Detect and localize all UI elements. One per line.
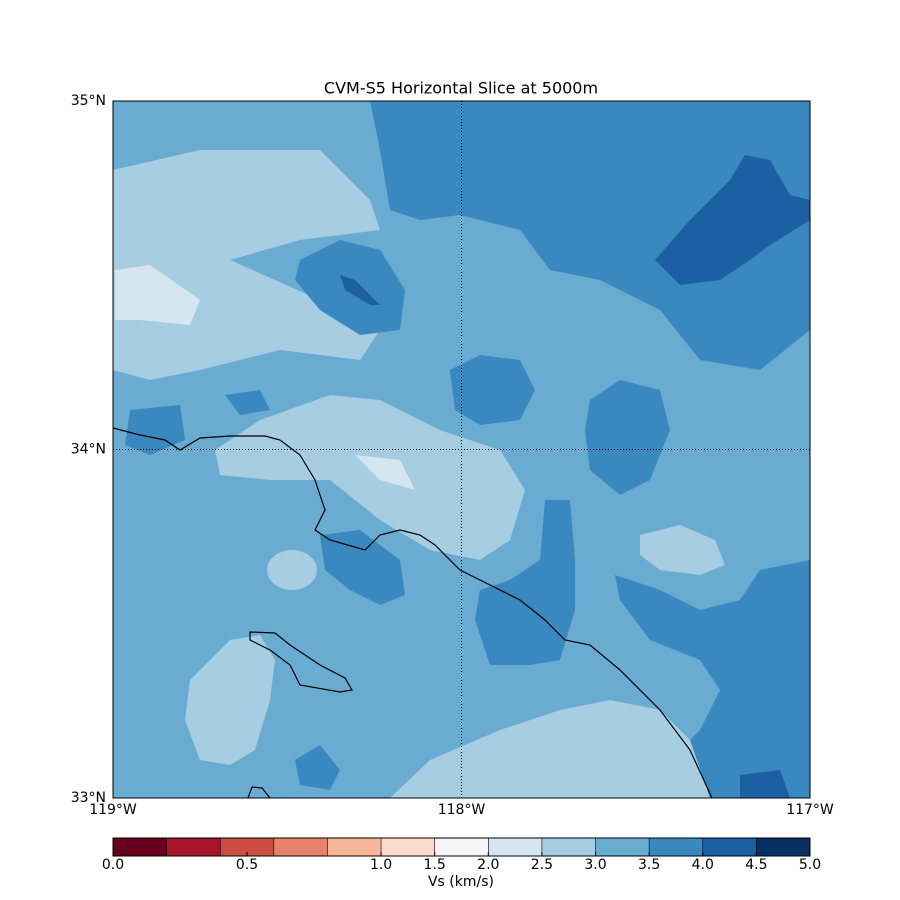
colorbar-tick-label: 3.5 — [638, 857, 660, 873]
colorbar-tick-label: 3.0 — [584, 857, 606, 873]
field-region — [340, 275, 380, 305]
colorbar-bin — [166, 838, 221, 856]
colorbar: 0.0 0.5 1.0 1.5 2.0 2.5 3.0 3.5 4.0 4.5 5.0 — [102, 838, 821, 873]
field-region — [390, 700, 710, 798]
colorbar-bin — [434, 838, 489, 856]
colorbar-bin — [113, 838, 168, 856]
field-region — [655, 155, 810, 285]
y-tick-label: 35°N — [71, 93, 106, 109]
colorbar-tick-label: 1.0 — [370, 857, 392, 873]
y-tick-label: 34°N — [71, 442, 106, 458]
colorbar-tick-label: 0.0 — [102, 857, 124, 873]
field-region — [320, 530, 405, 605]
colorbar-label: Vs (km/s) — [428, 874, 494, 890]
colorbar-tick-label: 4.0 — [692, 857, 714, 873]
island — [249, 631, 353, 693]
field-region — [225, 390, 270, 415]
colorbar-bin — [541, 838, 597, 856]
field-region — [267, 550, 317, 590]
field-region — [355, 455, 415, 490]
colorbar-bin — [649, 838, 704, 856]
colorbar-frame — [112, 837, 811, 857]
island — [247, 786, 271, 798]
colorbar-bin — [273, 838, 328, 856]
x-tick-label: 118°W — [438, 802, 486, 818]
colorbar-bin — [381, 838, 436, 856]
colorbar-bin — [488, 838, 543, 856]
map-frame — [112, 100, 811, 799]
field-region — [475, 500, 575, 665]
field-region — [518, 140, 560, 175]
x-tick-label: 117°W — [786, 802, 834, 818]
field-region — [295, 745, 340, 790]
field-region — [115, 265, 200, 325]
map-title: CVM-S5 Horizontal Slice at 5000m — [324, 79, 598, 98]
colorbar-tick-label: 2.0 — [477, 857, 499, 873]
colorbar-tick-label: 1.5 — [424, 857, 446, 873]
colorbar-bin — [327, 838, 382, 856]
velocity-field — [113, 101, 810, 798]
field-region — [640, 525, 725, 575]
x-tick-label: 119°W — [89, 802, 137, 818]
coastline — [113, 427, 713, 798]
colorbar-bin — [756, 838, 811, 856]
field-region — [740, 770, 790, 798]
colorbar-bin — [220, 838, 275, 856]
colorbar-tick-label: 2.5 — [531, 857, 553, 873]
colorbar-bin — [595, 838, 650, 856]
field-region — [615, 560, 810, 798]
colorbar-tick-label: 0.5 — [236, 857, 258, 873]
colorbar-tick-label: 5.0 — [799, 857, 821, 873]
field-region — [125, 405, 185, 455]
colorbar-tick-label: 4.5 — [745, 857, 767, 873]
axes: 119°W 118°W 117°W 35°N 34°N 33°N — [71, 93, 834, 818]
field-region — [585, 380, 670, 495]
field-region — [370, 101, 810, 370]
colorbar-bin — [702, 838, 757, 856]
field-region — [450, 355, 535, 425]
field-region — [185, 635, 275, 765]
field-region — [215, 395, 525, 560]
y-tick-label: 33°N — [71, 790, 106, 806]
